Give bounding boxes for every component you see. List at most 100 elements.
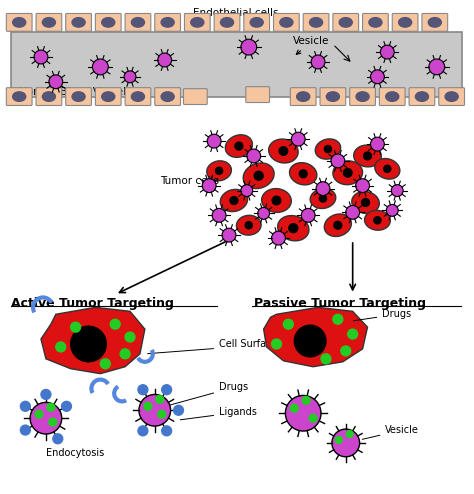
FancyBboxPatch shape — [66, 88, 91, 106]
Ellipse shape — [354, 145, 382, 167]
FancyBboxPatch shape — [291, 88, 316, 106]
Ellipse shape — [428, 18, 441, 27]
FancyBboxPatch shape — [333, 13, 359, 31]
Bar — [11, 32, 462, 97]
Circle shape — [241, 39, 257, 55]
Circle shape — [291, 404, 298, 412]
Ellipse shape — [269, 139, 298, 163]
Ellipse shape — [207, 161, 231, 181]
FancyBboxPatch shape — [379, 88, 405, 106]
FancyBboxPatch shape — [350, 88, 375, 106]
FancyBboxPatch shape — [303, 13, 329, 31]
Text: Normal Blood Vessel: Normal Blood Vessel — [19, 86, 126, 97]
FancyBboxPatch shape — [363, 13, 388, 31]
FancyBboxPatch shape — [125, 88, 151, 106]
Ellipse shape — [369, 18, 382, 27]
Ellipse shape — [278, 215, 309, 241]
Circle shape — [336, 437, 342, 444]
Ellipse shape — [339, 18, 352, 27]
Circle shape — [301, 208, 315, 222]
Ellipse shape — [327, 92, 339, 101]
Circle shape — [272, 196, 281, 205]
Polygon shape — [264, 307, 367, 367]
Circle shape — [241, 185, 253, 197]
Ellipse shape — [310, 18, 323, 27]
Circle shape — [138, 426, 148, 436]
Circle shape — [162, 426, 172, 436]
Circle shape — [334, 221, 342, 229]
Circle shape — [285, 395, 321, 431]
Ellipse shape — [386, 92, 399, 101]
Ellipse shape — [280, 18, 293, 27]
Circle shape — [71, 322, 81, 332]
Ellipse shape — [220, 189, 247, 211]
Circle shape — [49, 75, 63, 89]
Ellipse shape — [324, 214, 351, 237]
Circle shape — [391, 185, 403, 197]
Circle shape — [341, 346, 351, 356]
Ellipse shape — [237, 215, 261, 235]
Circle shape — [222, 228, 236, 242]
Circle shape — [92, 59, 108, 75]
Circle shape — [316, 182, 330, 196]
Circle shape — [283, 319, 293, 329]
Text: Vesicle: Vesicle — [362, 425, 419, 439]
Circle shape — [207, 134, 221, 148]
Text: Endocytosis: Endocytosis — [46, 448, 105, 458]
FancyBboxPatch shape — [439, 88, 465, 106]
Ellipse shape — [102, 92, 115, 101]
FancyBboxPatch shape — [422, 13, 447, 31]
Circle shape — [144, 402, 152, 411]
FancyBboxPatch shape — [36, 88, 62, 106]
FancyBboxPatch shape — [183, 89, 207, 105]
Circle shape — [294, 325, 326, 357]
Circle shape — [20, 401, 30, 412]
Circle shape — [124, 71, 136, 82]
FancyBboxPatch shape — [6, 13, 32, 31]
FancyBboxPatch shape — [155, 13, 181, 31]
Circle shape — [47, 403, 55, 412]
Ellipse shape — [13, 18, 26, 27]
Text: Vesicle: Vesicle — [293, 36, 330, 54]
Text: Cell Surface Receptors: Cell Surface Receptors — [147, 339, 330, 354]
Ellipse shape — [250, 18, 263, 27]
Ellipse shape — [42, 92, 55, 101]
Circle shape — [110, 319, 120, 329]
Circle shape — [289, 224, 298, 233]
Circle shape — [346, 431, 353, 438]
Ellipse shape — [72, 92, 85, 101]
Circle shape — [71, 326, 106, 362]
Text: Active Tumor Targeting: Active Tumor Targeting — [11, 297, 174, 310]
Circle shape — [158, 411, 165, 418]
Circle shape — [120, 349, 130, 359]
Circle shape — [331, 154, 345, 168]
Ellipse shape — [315, 139, 341, 159]
Ellipse shape — [102, 18, 115, 27]
Circle shape — [386, 205, 398, 216]
FancyBboxPatch shape — [320, 88, 346, 106]
Ellipse shape — [352, 192, 379, 213]
Circle shape — [272, 231, 285, 245]
Circle shape — [100, 359, 110, 369]
Circle shape — [230, 197, 238, 205]
Circle shape — [235, 142, 243, 150]
Circle shape — [333, 314, 343, 324]
Ellipse shape — [42, 18, 55, 27]
Circle shape — [34, 50, 48, 64]
Text: Drugs: Drugs — [354, 309, 411, 321]
Circle shape — [272, 339, 282, 349]
Ellipse shape — [297, 92, 310, 101]
Circle shape — [364, 152, 372, 160]
Circle shape — [371, 137, 384, 151]
Ellipse shape — [310, 189, 336, 208]
Circle shape — [344, 168, 352, 177]
Circle shape — [299, 170, 307, 178]
Circle shape — [371, 70, 384, 83]
Circle shape — [62, 401, 72, 412]
FancyBboxPatch shape — [214, 13, 240, 31]
FancyBboxPatch shape — [6, 88, 32, 106]
Circle shape — [139, 394, 171, 426]
Ellipse shape — [375, 159, 400, 179]
Ellipse shape — [131, 18, 145, 27]
FancyBboxPatch shape — [184, 13, 210, 31]
